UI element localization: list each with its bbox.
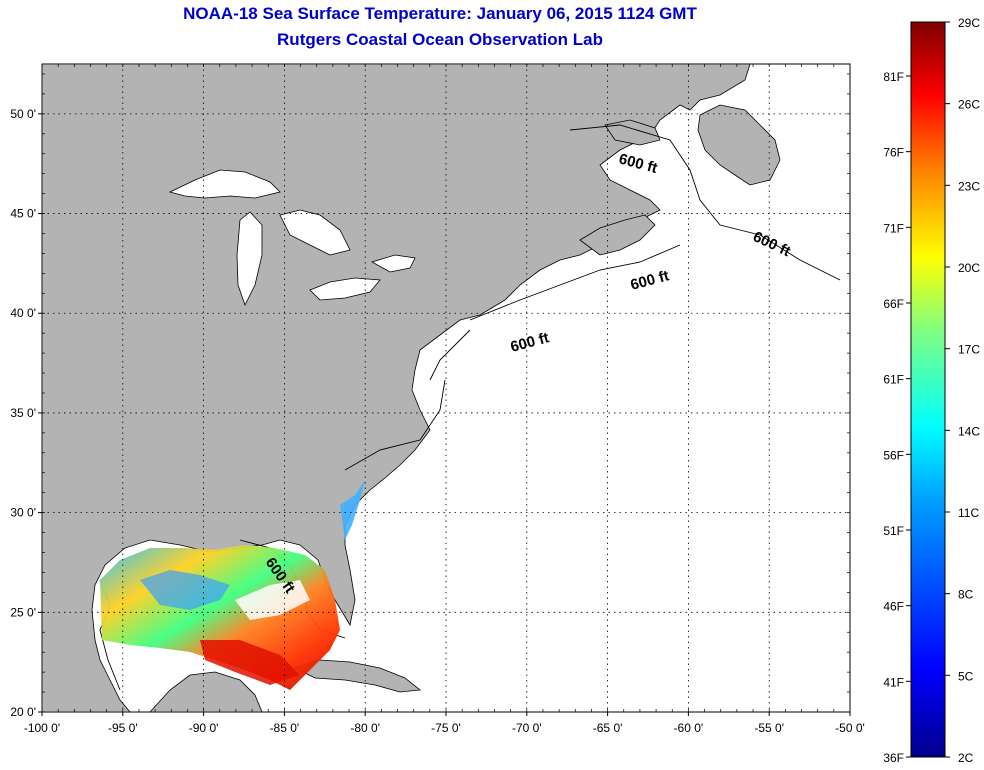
- fahrenheit-tick-label: 76F: [883, 146, 904, 160]
- lat-tick-label: 30 0': [10, 506, 36, 520]
- celsius-tick-label: 23C: [958, 179, 980, 193]
- colorbar: 29C 26C 23C 20C 17C 14C 11C 8C 5C 2C 81F 76F 71F 66F…: [883, 16, 980, 765]
- celsius-tick-label: 29C: [958, 16, 980, 30]
- longitude-tick-labels: -100 0' -95 0' -90 0' -85 0' -80 0' -75 0' -70…: [24, 712, 865, 735]
- lon-tick-label: -100 0': [24, 721, 60, 735]
- fahrenheit-tick-label: 71F: [883, 221, 904, 235]
- lat-tick-label: 35 0': [10, 406, 36, 420]
- celsius-tick-label: 2C: [958, 751, 974, 765]
- fahrenheit-tick-label: 41F: [883, 675, 904, 689]
- lon-tick-label: -80 0': [350, 721, 380, 735]
- land-cuba: [293, 659, 422, 693]
- land-nova-scotia: [579, 214, 656, 256]
- lat-tick-label: 40 0': [10, 306, 36, 320]
- lat-tick-label: 45 0': [10, 207, 36, 221]
- lat-tick-label: 20 0': [10, 705, 36, 719]
- fahrenheit-tick-label: 46F: [883, 600, 904, 614]
- map-panel: 600 ft 600 ft 600 ft 600 ft 600 ft -100 …: [10, 63, 865, 735]
- lon-tick-label: -70 0': [512, 721, 542, 735]
- lon-tick-label: -50 0': [835, 721, 865, 735]
- celsius-tick-label: 5C: [958, 669, 974, 683]
- map-subtitle: Rutgers Coastal Ocean Observation Lab: [277, 30, 603, 49]
- land-yucatan: [149, 671, 263, 712]
- celsius-tick-label: 8C: [958, 588, 974, 602]
- lon-tick-label: -95 0': [108, 721, 138, 735]
- celsius-tick-label: 11C: [958, 506, 979, 520]
- fahrenheit-tick-label: 61F: [883, 373, 904, 387]
- land-gulf-st-lawrence-island: [604, 119, 661, 146]
- colorbar-celsius-ticks: 29C 26C 23C 20C 17C 14C 11C 8C 5C 2C: [945, 16, 980, 765]
- latitude-tick-labels: 50 0' 45 0' 40 0' 35 0' 30 0' 25 0' 20 0': [10, 107, 42, 719]
- celsius-tick-label: 20C: [958, 261, 980, 275]
- lon-tick-label: -85 0': [270, 721, 300, 735]
- colorbar-ramp: [910, 21, 946, 758]
- lon-tick-label: -55 0': [754, 721, 784, 735]
- sst-data-swath: [100, 480, 365, 690]
- celsius-tick-label: 14C: [958, 424, 980, 438]
- fahrenheit-tick-label: 56F: [883, 448, 904, 462]
- map-title: NOAA-18 Sea Surface Temperature: January…: [183, 4, 697, 23]
- fahrenheit-tick-label: 81F: [883, 70, 904, 84]
- fahrenheit-tick-label: 36F: [883, 751, 904, 765]
- lat-tick-label: 50 0': [10, 107, 36, 121]
- lon-tick-label: -75 0': [431, 721, 461, 735]
- celsius-tick-label: 26C: [958, 98, 980, 112]
- lat-tick-label: 25 0': [10, 605, 36, 619]
- land-newfoundland: [697, 104, 781, 186]
- lon-tick-label: -60 0': [674, 721, 704, 735]
- great-lakes: [168, 169, 416, 307]
- fahrenheit-tick-label: 66F: [883, 297, 904, 311]
- celsius-tick-label: 17C: [958, 343, 980, 357]
- lon-tick-label: -65 0': [593, 721, 623, 735]
- lon-tick-label: -90 0': [189, 721, 219, 735]
- fahrenheit-tick-label: 51F: [883, 524, 904, 538]
- lat-lon-grid: [42, 64, 850, 712]
- colorbar-fahrenheit-ticks: 81F 76F 71F 66F 61F 56F 51F 46F 41F 36F: [883, 70, 911, 765]
